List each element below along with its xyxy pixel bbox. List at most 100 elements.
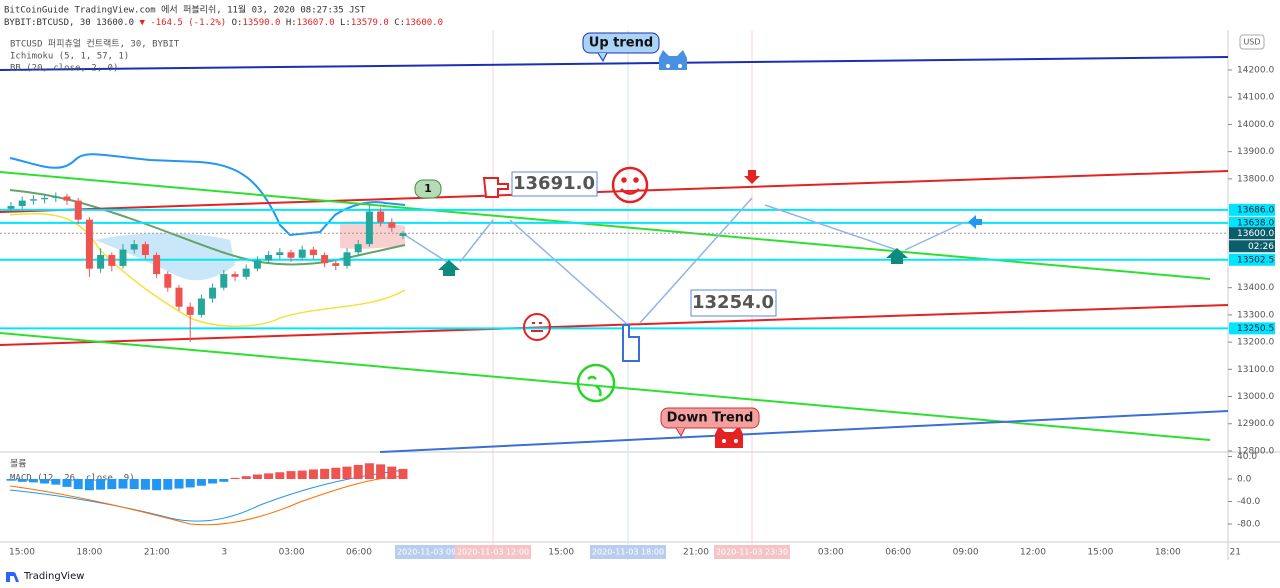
price-label: 14000.0 <box>1237 120 1274 130</box>
time-label: 21:00 <box>683 548 709 558</box>
up-arrow <box>438 260 460 276</box>
candle-body <box>119 249 127 266</box>
macd-bar <box>51 479 61 485</box>
low: 13579.0 <box>351 18 389 28</box>
callout-text: 13254.0 <box>692 292 774 313</box>
cat-icon <box>715 426 743 448</box>
candle-body <box>153 255 161 275</box>
macd-bar <box>174 479 184 489</box>
projection <box>764 204 898 251</box>
macd-bar <box>129 479 139 490</box>
quote-line: BYBIT:BTCUSD, 30 13600.0 ▼ -164.5 (-1.2%… <box>4 18 443 28</box>
price-label: 13200.0 <box>1237 338 1274 348</box>
macd-bar <box>275 472 285 479</box>
macd-bar <box>40 479 50 484</box>
projection <box>459 219 494 263</box>
hand-icon <box>622 324 640 362</box>
macd-bar <box>196 479 206 486</box>
time-label: 18:00 <box>76 548 102 558</box>
candle-body <box>63 196 71 201</box>
time-label: 06:00 <box>885 548 911 558</box>
macd-bar <box>286 471 296 479</box>
projection <box>904 221 966 251</box>
macd-bar <box>264 473 274 479</box>
macd-bar <box>241 476 251 479</box>
price-marker <box>1229 216 1275 229</box>
candle-body <box>377 211 385 223</box>
legend-item: BTCUSD 퍼피츄얼 컨트랙트, 30, BYBIT <box>10 39 180 50</box>
callout: 13254.0 <box>690 289 777 317</box>
last: 13600.0 <box>96 18 134 28</box>
macd-bar <box>208 479 218 484</box>
price-label: 13900.0 <box>1237 147 1274 157</box>
candle-body <box>309 249 317 256</box>
candle-body <box>41 197 49 200</box>
macd-bar <box>398 468 408 479</box>
price-marker-label: 13250.5 <box>1237 324 1274 334</box>
price-marker <box>1229 203 1275 216</box>
macd-bar <box>353 464 363 479</box>
time-label: 15:00 <box>548 548 574 558</box>
macd-bar <box>152 479 162 491</box>
candle-body <box>265 255 273 261</box>
candle-body <box>186 306 194 315</box>
price-label: 13000.0 <box>1237 392 1274 402</box>
label: O: <box>232 18 243 28</box>
candle-body <box>298 249 306 258</box>
trend-line <box>379 410 1229 453</box>
price-marker-label: 13638.0 <box>1237 218 1274 228</box>
time-label: 06:00 <box>346 548 372 558</box>
neutral-icon <box>523 313 551 341</box>
time-highlight <box>714 545 790 559</box>
trend-line <box>0 56 1229 71</box>
price-label: 13800.0 <box>1237 174 1274 184</box>
brand: TradingView <box>23 571 84 582</box>
macd-bar <box>62 479 72 487</box>
symbol: BYBIT:BTCUSD, 30 <box>4 18 91 28</box>
price-label: 12800.0 <box>1237 446 1274 456</box>
price-marker <box>1229 227 1275 240</box>
price-label: 13400.0 <box>1237 283 1274 293</box>
macd-bar <box>364 463 374 479</box>
candle-body <box>97 255 105 269</box>
cat-icon <box>659 50 687 70</box>
price-marker <box>1229 322 1275 335</box>
candle-body <box>108 255 116 266</box>
macd-bar <box>107 479 117 490</box>
currency-box[interactable] <box>1239 34 1265 50</box>
signal-line <box>9 475 406 526</box>
candle-body <box>7 206 15 209</box>
macd-bar <box>331 467 341 479</box>
macd-bar <box>219 479 229 482</box>
candle-body <box>175 287 183 307</box>
high: 13607.0 <box>297 18 335 28</box>
candle-body <box>321 255 329 264</box>
grid <box>0 30 1280 560</box>
candle-body <box>242 268 250 277</box>
hand-icon <box>482 177 509 198</box>
candle-body <box>253 260 261 269</box>
candle-body <box>164 274 172 288</box>
chart-pane <box>0 30 1228 542</box>
price-label: 13100.0 <box>1237 365 1274 375</box>
candle-body <box>276 252 284 256</box>
macd-bar <box>17 479 27 482</box>
macd-bar <box>230 477 240 479</box>
candle-body <box>287 252 295 258</box>
time-label: 3 <box>221 548 227 558</box>
projection <box>404 234 448 263</box>
callout-text: 13691.0 <box>513 173 595 194</box>
label: C: <box>394 18 405 28</box>
macd-bar <box>185 479 195 488</box>
open: 13590.0 <box>242 18 280 28</box>
candle-body <box>354 244 362 253</box>
macd-bar <box>387 466 397 479</box>
time-label: 18:00 <box>1155 548 1181 558</box>
publish-info: BitCoinGuide TradingView.com 에서 퍼블리쉬, 11… <box>4 4 366 16</box>
price-marker-label: 13502.5 <box>1237 255 1274 265</box>
candle-body <box>365 211 373 245</box>
price-label: 14100.0 <box>1237 93 1274 103</box>
wink-icon <box>576 363 616 403</box>
candle-body <box>85 219 93 269</box>
countdown: 02:26 <box>1248 242 1274 252</box>
